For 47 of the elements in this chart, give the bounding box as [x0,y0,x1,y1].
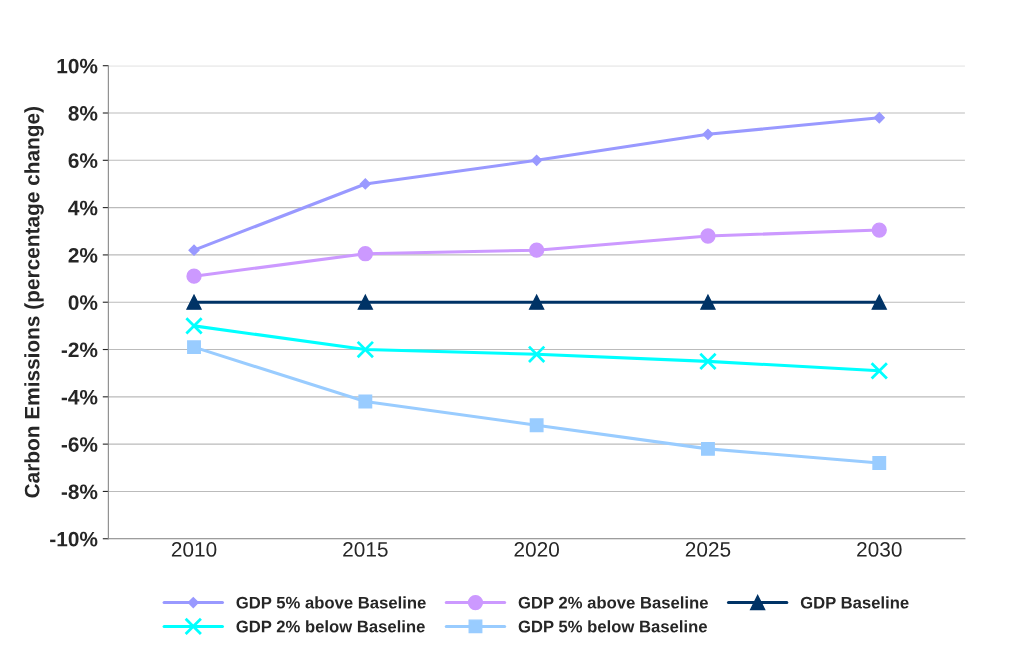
y-tick-label: 6% [68,153,98,169]
point [529,294,545,310]
legend-label: GDP 2% below Baseline [236,620,425,633]
x-tick-label: 2020 [514,542,559,557]
point [187,340,201,355]
point [701,441,715,456]
point [700,228,716,244]
point [531,154,543,166]
y-tick-label: -6% [61,437,98,452]
x-tick-label: 2015 [343,542,388,557]
point [527,345,546,364]
legend-label: GDP 2% above Baseline [518,596,708,609]
point [357,246,373,262]
point [871,294,887,310]
point [359,178,371,190]
point [698,352,717,371]
y-tick-label: -4% [61,389,98,405]
y-tick-label: -8% [61,484,98,500]
x-tick-label: 2010 [171,542,217,557]
y-tick-label: 4% [68,200,98,216]
y-tick-label: -10% [50,531,98,547]
point [873,112,885,124]
y-tick-label: 0% [68,295,98,310]
point [702,128,714,140]
y-tick-label: -2% [61,342,98,358]
point [529,418,544,433]
point [186,294,202,310]
point [700,294,716,310]
y-axis-title: Carbon Emissions (percentage change) [24,107,44,498]
y-tick-label: 2% [68,247,98,263]
point [184,316,204,335]
point [871,222,887,238]
legend-label: GDP 5% below Baseline [518,620,707,633]
point [356,340,375,359]
point [358,394,373,409]
legend-label: GDP Baseline [800,596,909,609]
point [872,456,887,470]
y-tick-label: 8% [68,106,98,121]
legend-label: GDP 5% above Baseline [236,596,426,609]
y-tick-label: 10% [57,58,98,74]
point [529,242,545,258]
point [188,244,200,256]
x-tick-label: 2030 [857,542,902,557]
point [186,268,202,284]
point [870,361,889,380]
point [357,294,373,310]
x-tick-label: 2025 [685,542,731,557]
